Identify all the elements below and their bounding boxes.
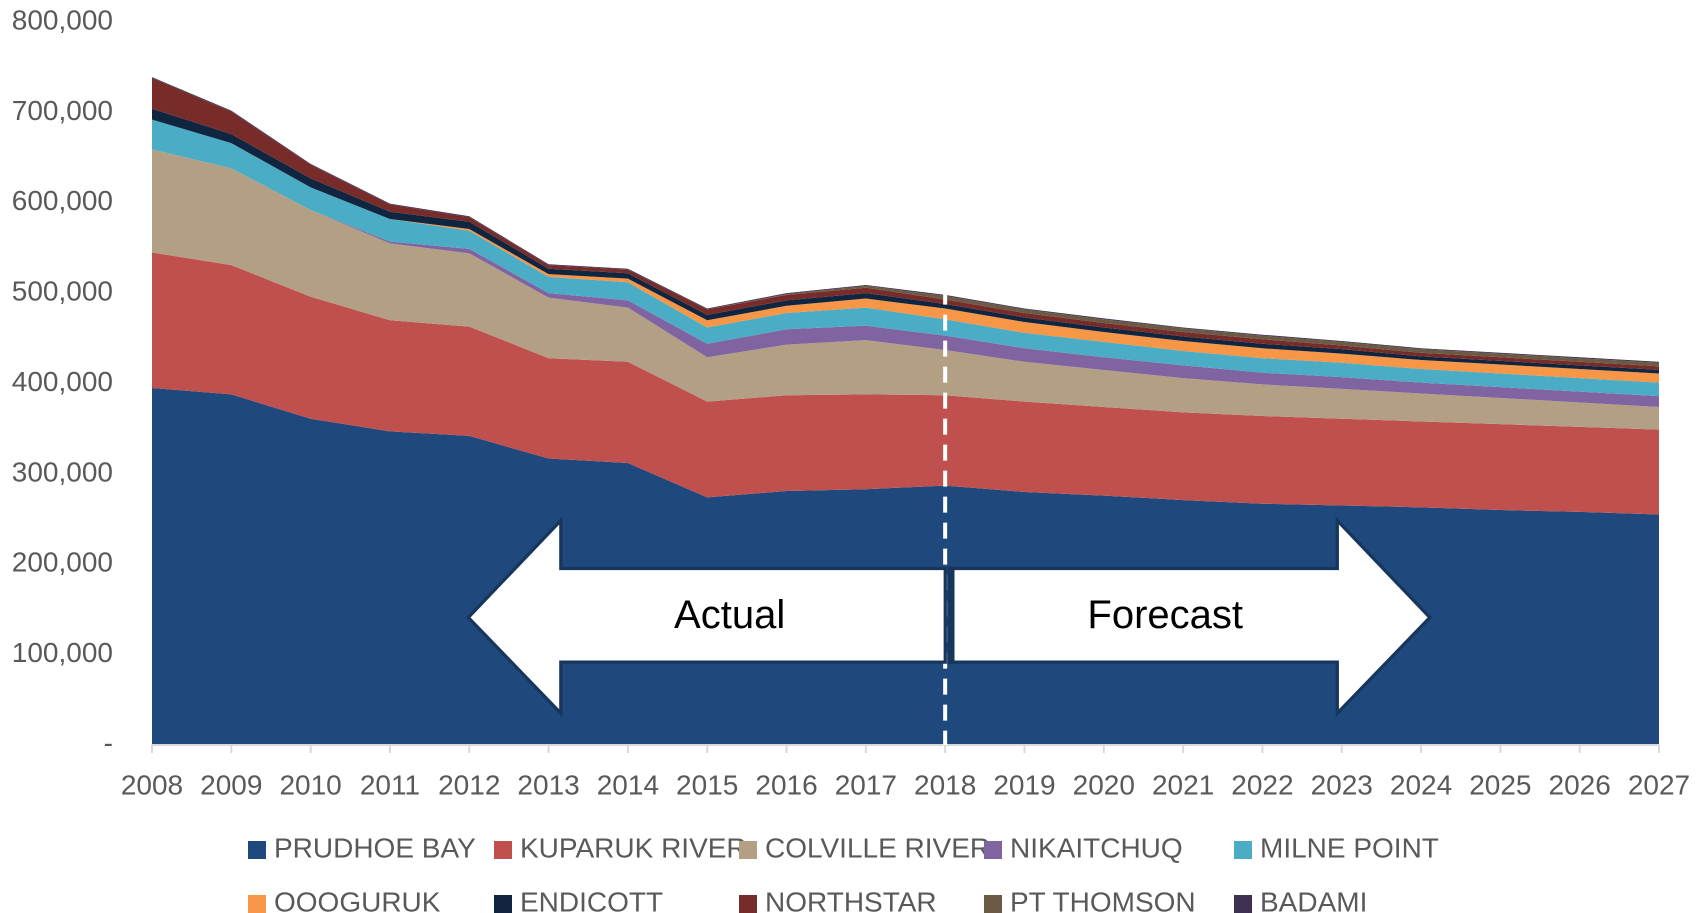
legend-label: NORTHSTAR bbox=[765, 886, 937, 913]
y-tick-label: 100,000 bbox=[12, 637, 113, 668]
x-tick-label: 2019 bbox=[993, 769, 1055, 800]
arrow-left bbox=[466, 516, 947, 718]
x-tick-label: 2026 bbox=[1549, 769, 1611, 800]
y-tick-label: 400,000 bbox=[12, 366, 113, 397]
y-tick-label: 300,000 bbox=[12, 456, 113, 487]
y-tick-label: 200,000 bbox=[12, 547, 113, 578]
x-tick-label: 2016 bbox=[755, 769, 817, 800]
legend-swatch bbox=[494, 841, 512, 859]
legend-label: KUPARUK RIVER bbox=[520, 832, 747, 863]
x-tick-label: 2008 bbox=[121, 769, 183, 800]
legend-swatch bbox=[1234, 841, 1252, 859]
legend-label: ENDICOTT bbox=[520, 886, 663, 913]
area bbox=[152, 252, 1659, 515]
x-tick-label: 2013 bbox=[517, 769, 579, 800]
arrow-right bbox=[951, 516, 1433, 718]
legend-label: PRUDHOE BAY bbox=[274, 832, 476, 863]
legend-swatch bbox=[984, 841, 1002, 859]
x-tick-label: 2023 bbox=[1311, 769, 1373, 800]
annotation: Forecast bbox=[1087, 593, 1243, 637]
y-tick-label: 500,000 bbox=[12, 276, 113, 307]
legend-label: PT THOMSON bbox=[1010, 886, 1196, 913]
x-tick-label: 2017 bbox=[835, 769, 897, 800]
x-tick-label: 2014 bbox=[597, 769, 659, 800]
x-tick-label: 2021 bbox=[1152, 769, 1214, 800]
area bbox=[152, 149, 1659, 430]
legend-label: MILNE POINT bbox=[1260, 832, 1439, 863]
annotation: Actual bbox=[674, 593, 785, 637]
y-tick-label: 600,000 bbox=[12, 185, 113, 216]
y-tick-label: 700,000 bbox=[12, 95, 113, 126]
x-tick-label: 2027 bbox=[1628, 769, 1690, 800]
x-tick-label: 2010 bbox=[279, 769, 341, 800]
x-tick-label: 2025 bbox=[1469, 769, 1531, 800]
y-tick-label: 800,000 bbox=[12, 4, 113, 35]
x-tick-label: 2012 bbox=[438, 769, 500, 800]
legend-label: OOOGURUK bbox=[274, 886, 441, 913]
x-tick-label: 2015 bbox=[676, 769, 738, 800]
legend-label: BADAMI bbox=[1260, 886, 1367, 913]
legend-label: COLVILLE RIVER bbox=[765, 832, 990, 863]
x-tick-label: 2022 bbox=[1231, 769, 1293, 800]
legend-swatch bbox=[1234, 895, 1252, 913]
x-tick-label: 2009 bbox=[200, 769, 262, 800]
legend-swatch bbox=[248, 841, 266, 859]
y-tick-label: - bbox=[104, 727, 113, 758]
x-tick-label: 2011 bbox=[360, 769, 420, 800]
x-tick-label: 2020 bbox=[1073, 769, 1135, 800]
x-tick-label: 2024 bbox=[1390, 769, 1452, 800]
legend-swatch bbox=[984, 895, 1002, 913]
legend-swatch bbox=[494, 895, 512, 913]
legend-swatch bbox=[739, 841, 757, 859]
x-tick-label: 2018 bbox=[914, 769, 976, 800]
legend-label: NIKAITCHUQ bbox=[1010, 832, 1183, 863]
legend-swatch bbox=[739, 895, 757, 913]
legend-swatch bbox=[248, 895, 266, 913]
arrows bbox=[466, 516, 1433, 718]
